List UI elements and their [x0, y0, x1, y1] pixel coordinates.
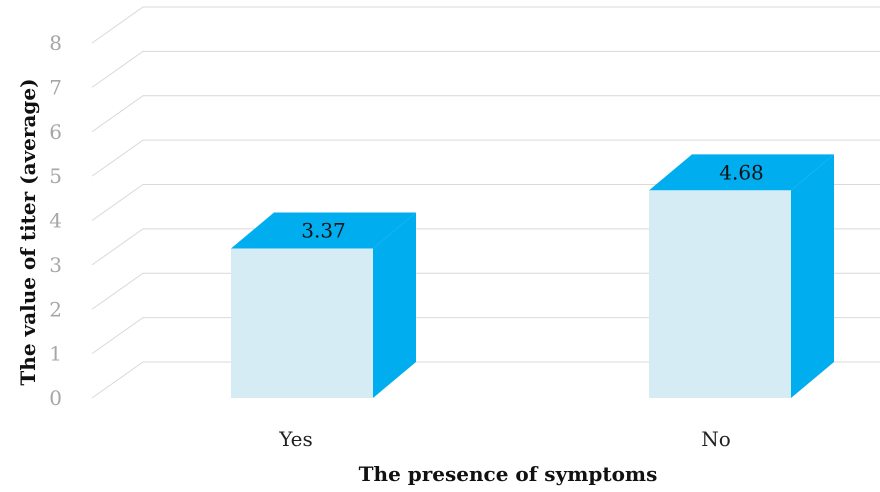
bar-front-face — [649, 190, 791, 398]
y-tick-label: 6 — [49, 120, 62, 144]
x-category-label: No — [701, 427, 731, 451]
gridline — [91, 6, 880, 44]
gridlines — [91, 6, 880, 399]
x-axis-title: The presence of symptoms — [359, 462, 658, 486]
gridline — [91, 361, 880, 399]
y-tick-labels: 0 1 2 3 4 5 6 7 8 — [49, 31, 62, 410]
gridline — [91, 139, 880, 177]
y-tick-label: 4 — [49, 209, 62, 233]
bar-front-face — [231, 248, 373, 398]
gridline — [91, 50, 880, 88]
bar-no — [649, 154, 834, 398]
y-tick-label: 3 — [49, 253, 62, 277]
y-tick-label: 1 — [49, 342, 62, 366]
bar-top-face — [649, 154, 834, 191]
x-category-labels: Yes No — [278, 427, 731, 451]
gridline — [91, 317, 880, 355]
x-category-label: Yes — [278, 427, 313, 451]
y-tick-label: 2 — [49, 297, 62, 321]
data-labels: 3.37 4.68 — [301, 160, 764, 242]
gridline — [91, 184, 880, 221]
y-tick-label: 0 — [49, 386, 62, 410]
bar-side-face — [791, 154, 834, 398]
bars — [231, 154, 834, 398]
bar-side-face — [373, 212, 416, 398]
y-tick-label: 7 — [49, 75, 62, 99]
bar-top-face — [231, 212, 416, 249]
gridline — [91, 272, 880, 310]
gridline — [91, 228, 880, 266]
y-tick-label: 8 — [49, 31, 62, 55]
bar-yes — [231, 212, 416, 398]
y-tick-label: 5 — [49, 164, 62, 188]
gridline — [91, 95, 880, 133]
y-axis-title: The value of titer (average) — [16, 78, 40, 385]
data-label: 4.68 — [719, 160, 764, 184]
data-label: 3.37 — [301, 218, 346, 242]
